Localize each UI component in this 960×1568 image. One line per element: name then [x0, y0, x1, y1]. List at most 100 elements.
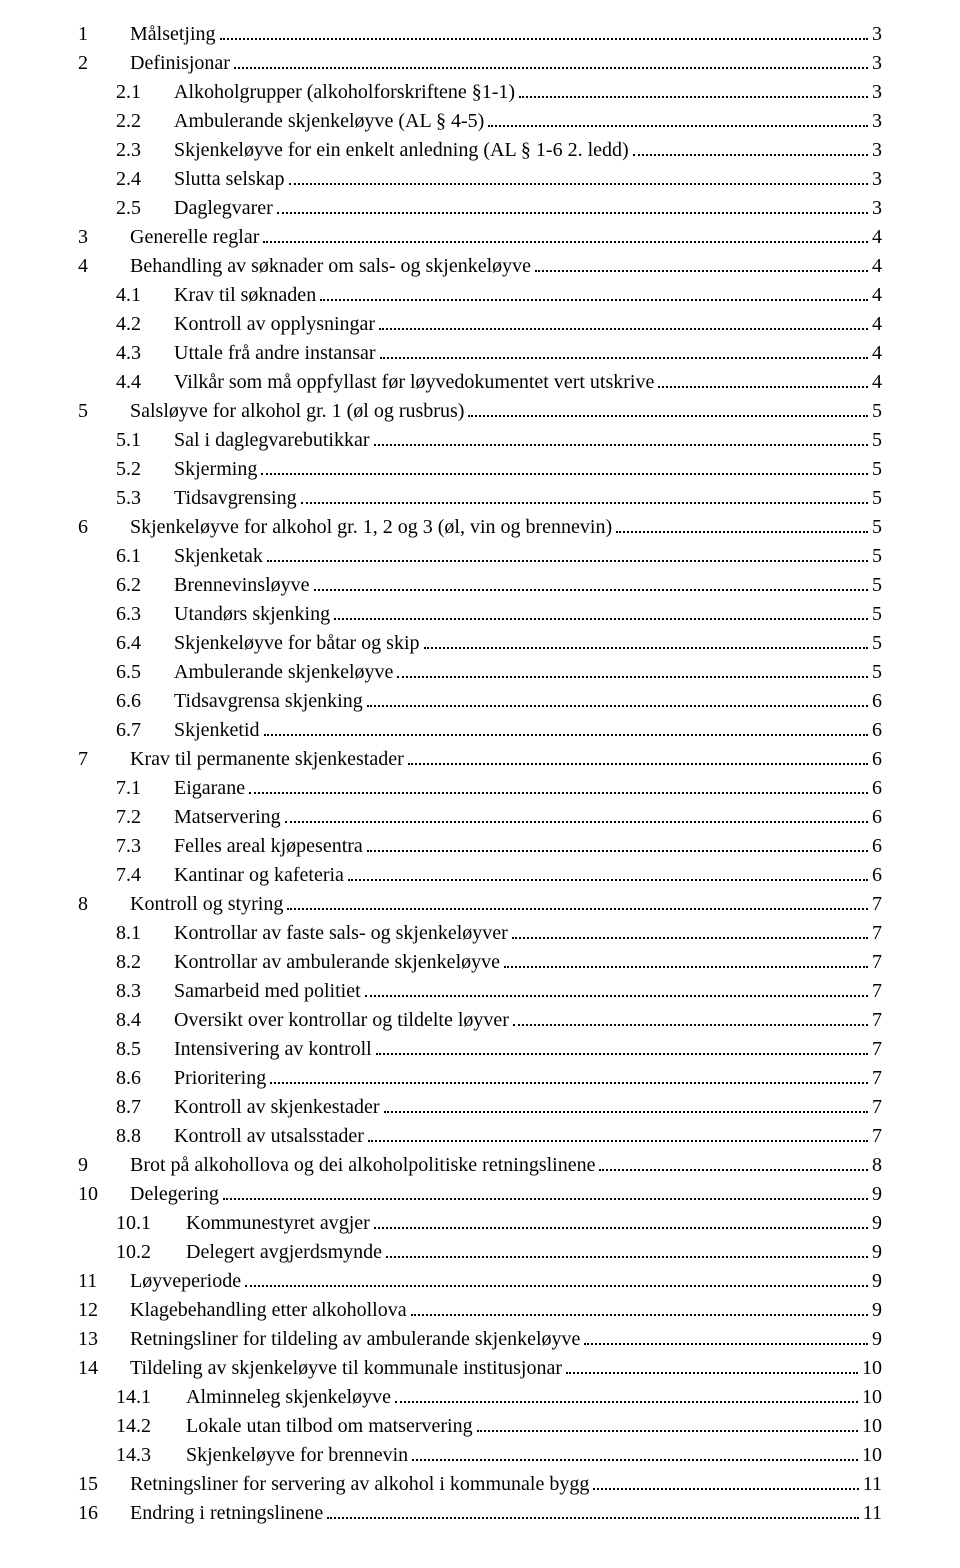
toc-entry[interactable]: 8.1Kontrollar av faste sals- og skjenkel…: [78, 919, 882, 948]
toc-entry[interactable]: 6.1Skjenketak5: [78, 542, 882, 571]
toc-entry[interactable]: 6.4Skjenkeløyve for båtar og skip 5: [78, 629, 882, 658]
toc-entry-title: Generelle reglar: [130, 226, 259, 248]
toc-entry[interactable]: 15Retningsliner for servering av alkohol…: [78, 1470, 882, 1499]
toc-dot-leader: [379, 310, 868, 330]
toc-entry-label: 8.5Intensivering av kontroll: [116, 1035, 372, 1064]
toc-entry-number: 14.2: [116, 1412, 186, 1441]
toc-entry[interactable]: 7.3Felles areal kjøpesentra6: [78, 832, 882, 861]
toc-dot-leader: [513, 1006, 868, 1026]
toc-entry-number: 8.5: [116, 1035, 174, 1064]
toc-entry-number: 6.6: [116, 687, 174, 716]
toc-entry[interactable]: 6Skjenkeløyve for alkohol gr. 1, 2 og 3 …: [78, 513, 882, 542]
toc-entry[interactable]: 2.4Slutta selskap3: [78, 165, 882, 194]
toc-entry[interactable]: 2.5Daglegvarer3: [78, 194, 882, 223]
toc-entry[interactable]: 8.8Kontroll av utsalsstader7: [78, 1122, 882, 1151]
toc-entry[interactable]: 7.2Matservering6: [78, 803, 882, 832]
toc-entry[interactable]: 2.3Skjenkeløyve for ein enkelt anledning…: [78, 136, 882, 165]
toc-entry[interactable]: 6.7Skjenketid6: [78, 716, 882, 745]
toc-dot-leader: [408, 745, 868, 765]
toc-dot-leader: [334, 600, 868, 620]
toc-entry[interactable]: 11Løyveperiode9: [78, 1267, 882, 1296]
toc-entry[interactable]: 8Kontroll og styring7: [78, 890, 882, 919]
toc-dot-leader: [386, 1238, 868, 1258]
toc-dot-leader: [411, 1296, 868, 1316]
toc-entry[interactable]: 7.4Kantinar og kafeteria6: [78, 861, 882, 890]
toc-entry-title: Kontrollar av faste sals- og skjenkeløyv…: [174, 922, 508, 944]
toc-entry[interactable]: 14.1Alminneleg skjenkeløyve10: [78, 1383, 882, 1412]
toc-entry[interactable]: 4.4Vilkår som må oppfyllast før løyvedok…: [78, 368, 882, 397]
toc-entry-number: 7: [78, 745, 130, 774]
toc-entry-label: 10.2Delegert avgjerdsmynde: [116, 1238, 382, 1267]
toc-entry-number: 6.4: [116, 629, 174, 658]
toc-entry[interactable]: 8.2Kontrollar av ambulerande skjenkeløyv…: [78, 948, 882, 977]
toc-dot-leader: [374, 426, 869, 446]
toc-dot-leader: [261, 455, 868, 475]
toc-entry[interactable]: 8.4Oversikt over kontrollar og tildelte …: [78, 1006, 882, 1035]
toc-entry-label: 2.3Skjenkeløyve for ein enkelt anledning…: [116, 136, 629, 165]
toc-entry[interactable]: 1Målsetjing3: [78, 20, 882, 49]
toc-entry[interactable]: 8.7Kontroll av skjenkestader7: [78, 1093, 882, 1122]
toc-entry-page: 5: [872, 629, 882, 658]
toc-entry-page: 6: [872, 774, 882, 803]
toc-entry-number: 2.4: [116, 165, 174, 194]
toc-entry[interactable]: 8.5Intensivering av kontroll7: [78, 1035, 882, 1064]
toc-entry[interactable]: 7.1Eigarane 6: [78, 774, 882, 803]
toc-entry-title: Delegering: [130, 1183, 219, 1205]
toc-entry[interactable]: 6.6Tidsavgrensa skjenking6: [78, 687, 882, 716]
toc-entry[interactable]: 13Retningsliner for tildeling av ambuler…: [78, 1325, 882, 1354]
toc-entry[interactable]: 10.1Kommunestyret avgjer9: [78, 1209, 882, 1238]
toc-entry[interactable]: 5.2Skjerming5: [78, 455, 882, 484]
toc-entry-page: 11: [863, 1499, 882, 1528]
toc-entry-label: 7.1Eigarane: [116, 774, 245, 803]
toc-entry-title: Kontroll av utsalsstader: [174, 1125, 364, 1147]
toc-entry[interactable]: 14.3Skjenkeløyve for brennevin10: [78, 1441, 882, 1470]
toc-entry-title: Tildeling av skjenkeløyve til kommunale …: [130, 1357, 562, 1379]
toc-entry[interactable]: 4.3Uttale frå andre instansar4: [78, 339, 882, 368]
toc-dot-leader: [376, 1035, 868, 1055]
toc-entry[interactable]: 14Tildeling av skjenkeløyve til kommunal…: [78, 1354, 882, 1383]
toc-dot-leader: [267, 542, 868, 562]
toc-entry[interactable]: 10Delegering9: [78, 1180, 882, 1209]
toc-entry-label: 11Løyveperiode: [78, 1267, 241, 1296]
toc-entry[interactable]: 3Generelle reglar4: [78, 223, 882, 252]
toc-entry[interactable]: 2.2Ambulerande skjenkeløyve (AL § 4-5)3: [78, 107, 882, 136]
toc-entry[interactable]: 5.1Sal i daglegvarebutikkar5: [78, 426, 882, 455]
toc-entry-title: Skjenkeløyve for båtar og skip: [174, 632, 420, 654]
toc-entry[interactable]: 5Salsløyve for alkohol gr. 1 (øl og rusb…: [78, 397, 882, 426]
toc-entry-page: 9: [872, 1296, 882, 1325]
toc-entry-title: Kontrollar av ambulerande skjenkeløyve: [174, 951, 500, 973]
toc-entry-number: 7.1: [116, 774, 174, 803]
toc-entry[interactable]: 9Brot på alkohollova og dei alkoholpolit…: [78, 1151, 882, 1180]
toc-entry[interactable]: 2.1Alkoholgrupper (alkoholforskriftene §…: [78, 78, 882, 107]
toc-entry[interactable]: 6.2Brennevinsløyve5: [78, 571, 882, 600]
toc-entry-number: 8.8: [116, 1122, 174, 1151]
toc-dot-leader: [380, 339, 868, 359]
toc-entry[interactable]: 4.2Kontroll av opplysningar4: [78, 310, 882, 339]
toc-entry-label: 7Krav til permanente skjenkestader: [78, 745, 404, 774]
toc-entry[interactable]: 2Definisjonar3: [78, 49, 882, 78]
toc-entry-title: Kantinar og kafeteria: [174, 864, 344, 886]
toc-entry[interactable]: 8.3Samarbeid med politiet7: [78, 977, 882, 1006]
toc-entry[interactable]: 7Krav til permanente skjenkestader6: [78, 745, 882, 774]
toc-entry-label: 15Retningsliner for servering av alkohol…: [78, 1470, 589, 1499]
toc-entry[interactable]: 8.6Prioritering7: [78, 1064, 882, 1093]
toc-entry[interactable]: 5.3Tidsavgrensing5: [78, 484, 882, 513]
toc-entry-label: 5.1Sal i daglegvarebutikkar: [116, 426, 370, 455]
toc-entry[interactable]: 4Behandling av søknader om sals- og skje…: [78, 252, 882, 281]
toc-entry[interactable]: 6.5Ambulerande skjenkeløyve5: [78, 658, 882, 687]
toc-entry[interactable]: 10.2Delegert avgjerdsmynde9: [78, 1238, 882, 1267]
toc-entry[interactable]: 14.2Lokale utan tilbod om matservering10: [78, 1412, 882, 1441]
toc-entry[interactable]: 4.1Krav til søknaden4: [78, 281, 882, 310]
toc-entry[interactable]: 16Endring i retningslinene11: [78, 1499, 882, 1528]
toc-entry-number: 5.3: [116, 484, 174, 513]
toc-entry-number: 4.1: [116, 281, 174, 310]
toc-entry-page: 8: [872, 1151, 882, 1180]
toc-entry-number: 10.2: [116, 1238, 186, 1267]
toc-entry[interactable]: 6.3Utandørs skjenking5: [78, 600, 882, 629]
toc-entry-page: 4: [872, 339, 882, 368]
toc-entry[interactable]: 12Klagebehandling etter alkohollova9: [78, 1296, 882, 1325]
toc-entry-page: 7: [872, 1093, 882, 1122]
toc-entry-number: 6.3: [116, 600, 174, 629]
toc-entry-number: 14.3: [116, 1441, 186, 1470]
toc-dot-leader: [285, 803, 868, 823]
